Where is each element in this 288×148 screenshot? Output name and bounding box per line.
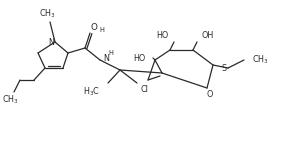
Text: O: O [207,90,213,99]
Text: CH$_3$: CH$_3$ [39,8,55,20]
Text: HO: HO [133,53,145,62]
Text: HO: HO [156,31,168,40]
Text: N: N [48,37,54,46]
Text: S: S [222,63,227,73]
Text: OH: OH [201,31,213,40]
Text: H: H [99,27,104,33]
Text: CH$_3$: CH$_3$ [252,54,269,66]
Text: CH$_3$: CH$_3$ [1,94,18,106]
Text: O: O [90,22,97,32]
Text: H: H [108,50,113,56]
Text: Cl: Cl [140,86,148,95]
Text: H$_3$C: H$_3$C [83,86,100,98]
Text: N: N [103,53,109,62]
